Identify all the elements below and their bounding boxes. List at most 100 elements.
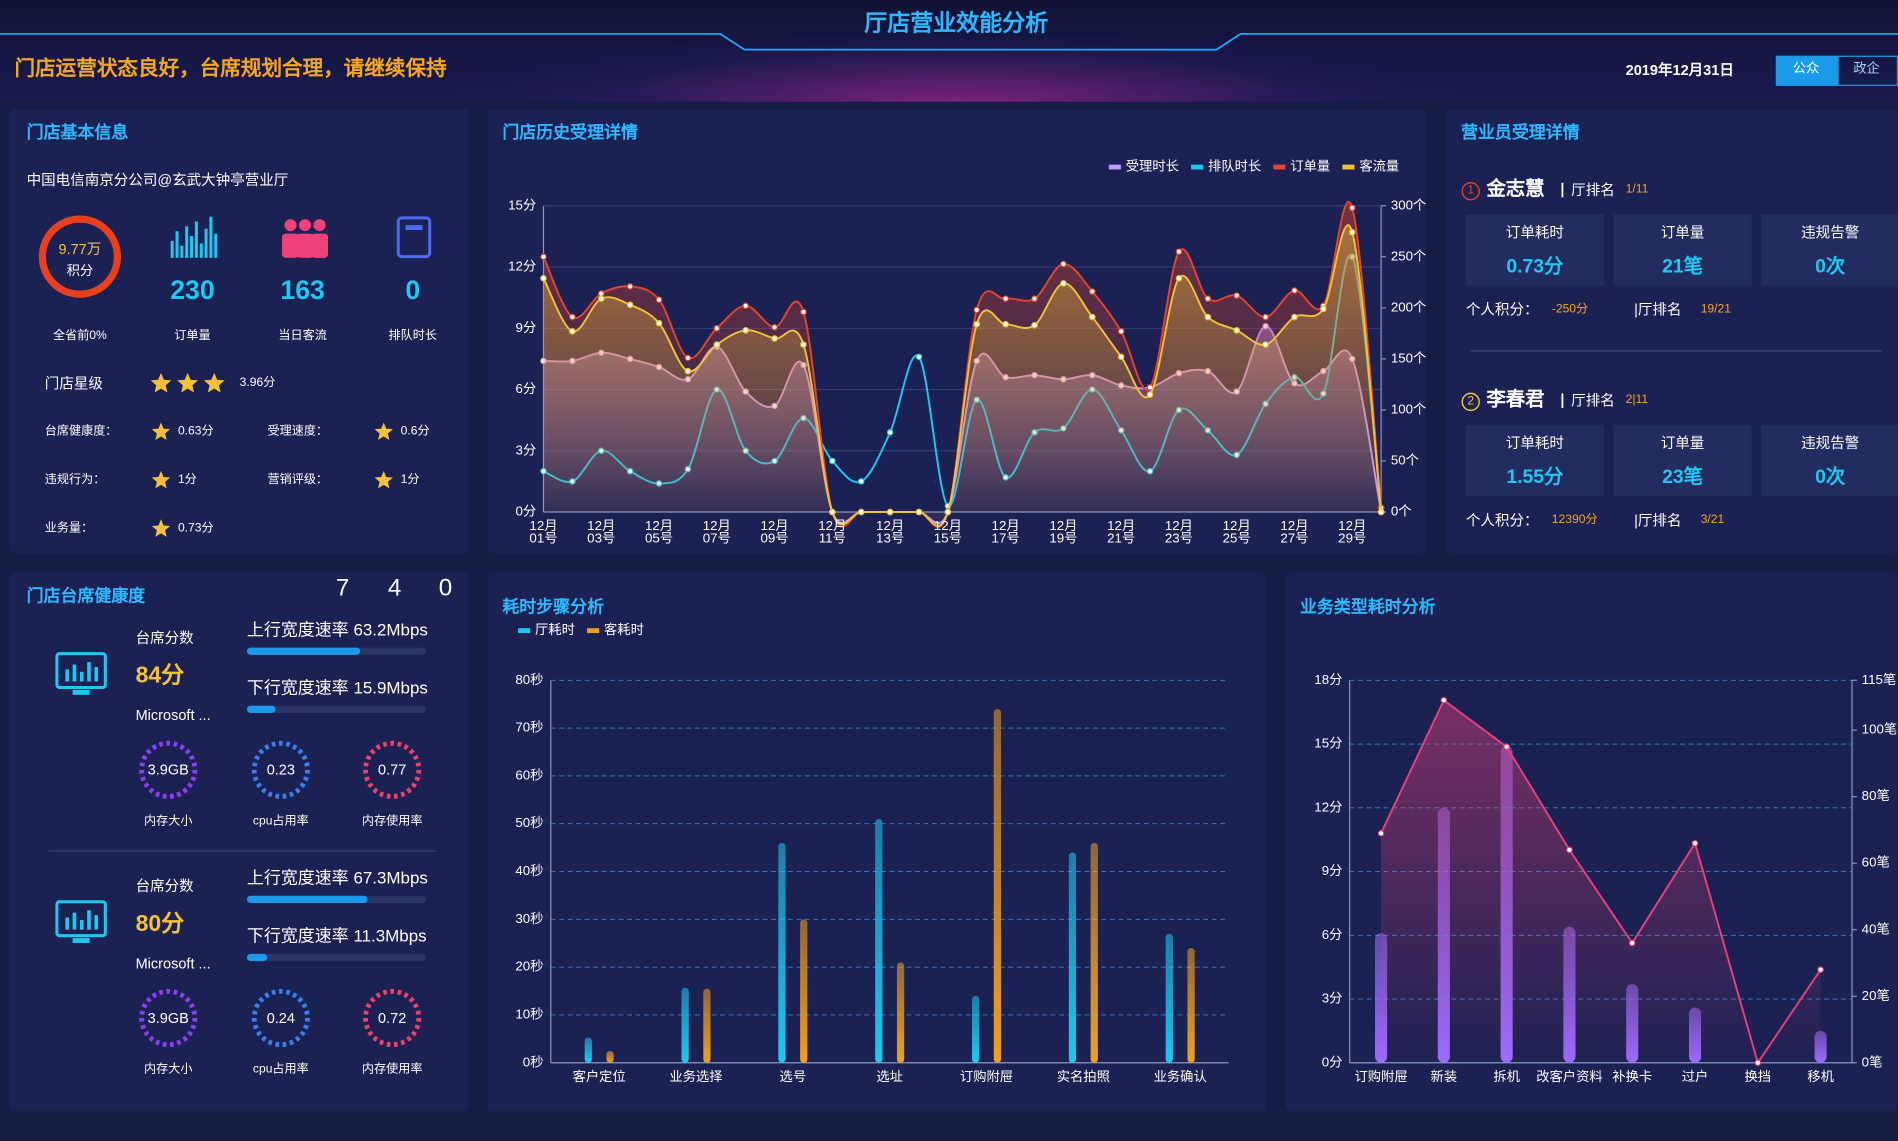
os-label: Microsoft ...	[135, 954, 211, 972]
stat-label: 排队时长	[388, 329, 437, 343]
hall-rank-value: 19/21	[1700, 302, 1731, 316]
x-tick-label: 12月29号	[1338, 519, 1367, 547]
gauge-value: 0.23	[266, 761, 295, 779]
card-label: 订单量	[1660, 434, 1705, 452]
card-value: 0.73分	[1506, 257, 1564, 278]
health-panel	[9, 572, 469, 1112]
card-value: 21笔	[1662, 257, 1704, 278]
score-value: 80分	[135, 910, 185, 937]
card-label: 违规告警	[1801, 223, 1860, 241]
digit: 0	[438, 574, 453, 602]
card-value: 0次	[1815, 257, 1846, 278]
rate-value: 63.2Mbps	[353, 619, 428, 639]
x-tick-label: 12月25号	[1222, 519, 1251, 547]
gauge-label: cpu占用率	[252, 1062, 309, 1077]
metric-value: 0.6分	[400, 424, 430, 439]
metric-value: 0.73分	[177, 521, 214, 536]
chart-title: 门店历史受理详情	[502, 121, 638, 142]
score-label: 台席分数	[135, 629, 194, 647]
x-tick-label: 12月21号	[1107, 519, 1136, 547]
date: 2019年12月31日	[1625, 61, 1734, 79]
card-label: 订单耗时	[1505, 434, 1564, 452]
score-label: 台席分数	[135, 877, 194, 895]
store-name: 中国电信南京分公司@玄武大钟亭营业厅	[26, 171, 289, 189]
rank: 全省前0%	[52, 329, 107, 343]
hall-rank-label: |厅排名	[1634, 301, 1682, 319]
gauge-label: 内存大小	[144, 814, 193, 828]
gauge-label: 内存使用率	[361, 814, 423, 828]
x-tick-label: 12月11号	[818, 519, 847, 547]
tab-active[interactable]	[1775, 55, 1838, 86]
rate-label: 下行宽度速率	[246, 677, 349, 697]
metric-value: 0.63分	[177, 424, 214, 439]
x-tick-label: 12月13号	[876, 519, 905, 547]
x-tick-label: 12月09号	[760, 519, 789, 547]
member-index: 1	[1467, 183, 1475, 198]
hall-rank-label: |厅排名	[1634, 511, 1682, 529]
gauge-label: 内存使用率	[361, 1062, 423, 1077]
metric-label: 违规行为：	[44, 473, 106, 487]
card-value: 23笔	[1662, 467, 1704, 489]
points-value: 12390分	[1551, 513, 1598, 527]
x-tick-label: 12月27号	[1280, 519, 1309, 547]
x-tick-label: 12月15号	[933, 519, 962, 547]
x-tick-label: 12月23号	[1164, 519, 1194, 547]
gauge-value: 3.9GB	[147, 1009, 189, 1027]
rank-label: 厅排名	[1571, 391, 1615, 409]
x-tick-label: 12月01号	[529, 519, 558, 547]
page-title: 厅店营业效能分析	[864, 10, 1049, 36]
gauge-label: cpu占用率	[252, 814, 309, 828]
member-index: 2	[1467, 394, 1475, 408]
star-score: 3.96分	[239, 376, 276, 390]
rate-label: 上行宽度速率	[246, 619, 349, 639]
rank-label: 厅排名	[1571, 181, 1615, 199]
score-value: 84分	[135, 662, 185, 689]
rank-value: 1/11	[1625, 182, 1649, 197]
rank-value: 2|11	[1625, 393, 1649, 407]
panel-title: 门店基本信息	[26, 121, 129, 142]
rate-value: 15.9Mbps	[353, 677, 428, 697]
chart-title: 耗时步骤分析	[502, 596, 605, 616]
star-label: 门店星级	[44, 374, 103, 392]
member-name: 金志慧	[1486, 179, 1545, 201]
member-name: 李春君	[1486, 390, 1545, 411]
steps-panel	[487, 572, 1267, 1112]
panel-title: 营业员受理详情	[1461, 121, 1580, 142]
card-label: 订单耗时	[1505, 223, 1564, 241]
gauge-value: 0.24	[266, 1009, 295, 1027]
gauge-label: 内存大小	[144, 1062, 193, 1077]
x-tick-label: 12月17号	[991, 519, 1020, 547]
card-label: 订单量	[1660, 223, 1705, 241]
rate-value: 67.3Mbps	[353, 867, 428, 887]
points-label: 个人积分：	[1465, 511, 1539, 529]
card-value: 0次	[1815, 467, 1846, 489]
points-value: -250分	[1551, 302, 1589, 316]
stat-value: 163	[280, 274, 325, 305]
metric-value: 1分	[400, 473, 420, 487]
gauge-value: 0.72	[378, 1009, 407, 1027]
card-value: 1.55分	[1506, 467, 1564, 489]
rate-label: 下行宽度速率	[246, 925, 349, 945]
metric-value: 1分	[177, 473, 197, 487]
gauge-value: 3.9GB	[147, 761, 189, 779]
stat-value: 230	[170, 274, 215, 305]
history-panel	[487, 108, 1426, 554]
metric-label: 营销评级：	[267, 473, 329, 487]
stat-label: 订单量	[174, 329, 211, 343]
x-tick-label: 12月19号	[1049, 519, 1078, 547]
digit: 4	[387, 574, 402, 602]
slogan: 门店运营状态良好，台席规划合理，请继续保持	[14, 56, 447, 80]
rate-label: 上行宽度速率	[246, 867, 349, 887]
metric-label: 受理速度：	[267, 424, 329, 439]
score-unit: 积分	[66, 264, 94, 279]
tab[interactable]	[1837, 55, 1898, 86]
tab-label[interactable]: 公众	[1792, 62, 1820, 77]
stat-value: 0	[405, 274, 421, 305]
header	[0, 0, 1898, 102]
metric-label: 台席健康度：	[44, 424, 118, 439]
rate-value: 11.3Mbps	[353, 925, 427, 945]
tab-label[interactable]: 政企	[1853, 62, 1880, 77]
score: 9.77万	[58, 240, 102, 258]
business-panel	[1285, 572, 1898, 1112]
x-tick-label: 12月03号	[587, 519, 616, 547]
